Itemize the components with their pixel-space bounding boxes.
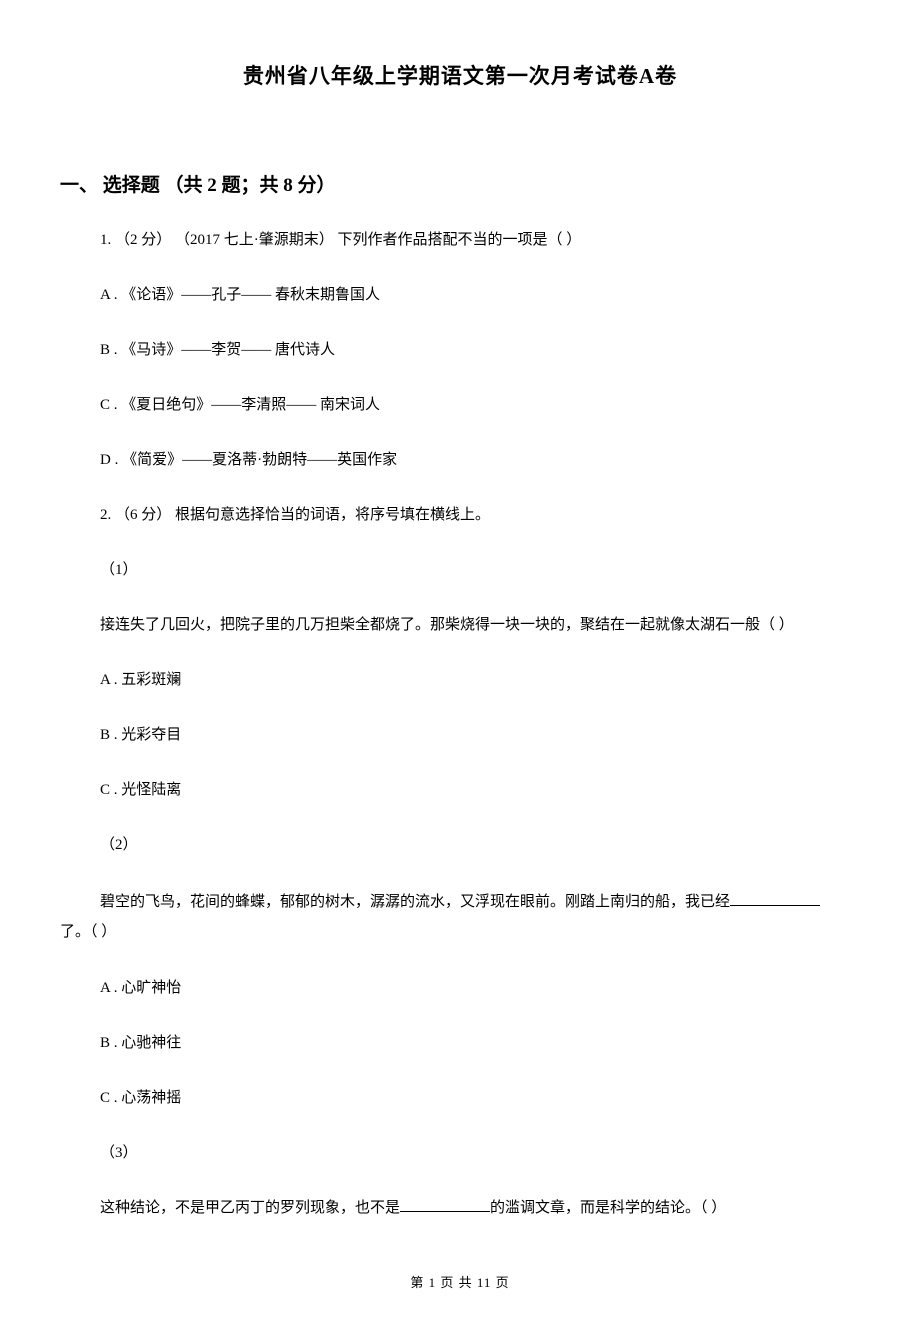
question-2-sub1-number: （1） xyxy=(100,557,860,584)
question-2-sub2-number: （2） xyxy=(100,832,860,859)
question-2-sub2-line1: 碧空的飞鸟，花间的蜂蝶，郁郁的树木，潺潺的流水，又浮现在眼前。刚踏上南归的船，我… xyxy=(100,894,730,910)
question-1-option-d: D . 《简爱》——夏洛蒂·勃朗特——英国作家 xyxy=(100,447,860,474)
question-1-option-a: A . 《论语》——孔子—— 春秋末期鲁国人 xyxy=(100,282,860,309)
section-heading: 一、 选择题 （共 2 题；共 8 分） xyxy=(60,170,860,197)
question-2-sub2-option-c: C . 心荡神摇 xyxy=(100,1085,860,1112)
question-2-sub3-number: （3） xyxy=(100,1140,860,1167)
fill-blank xyxy=(400,1197,490,1212)
question-2-sub3-before: 这种结论，不是甲乙丙丁的罗列现象，也不是 xyxy=(100,1200,400,1216)
question-2-sub3-after: 的滥调文章，而是科学的结论。（ ） xyxy=(490,1200,726,1216)
fill-blank xyxy=(730,891,820,906)
question-2-sub1-option-b: B . 光彩夺目 xyxy=(100,722,860,749)
question-2-sub1-option-a: A . 五彩斑斓 xyxy=(100,667,860,694)
page-footer: 第 1 页 共 11 页 xyxy=(60,1272,860,1291)
question-2-sub1-option-c: C . 光怪陆离 xyxy=(100,777,860,804)
question-2-stem: 2. （6 分） 根据句意选择恰当的词语，将序号填在横线上。 xyxy=(100,502,860,529)
question-2-sub1-text: 接连失了几回火，把院子里的几万担柴全都烧了。那柴烧得一块一块的，聚结在一起就像太… xyxy=(100,612,860,639)
question-1-option-c: C . 《夏日绝句》——李清照—— 南宋词人 xyxy=(100,392,860,419)
question-2-sub2-option-b: B . 心驰神往 xyxy=(100,1030,860,1057)
question-1-stem: 1. （2 分） （2017 七上·肇源期末） 下列作者作品搭配不当的一项是（ … xyxy=(100,227,860,254)
page-title: 贵州省八年级上学期语文第一次月考试卷A卷 xyxy=(60,60,860,90)
question-2-sub2-option-a: A . 心旷神怡 xyxy=(100,975,860,1002)
question-2-sub2-line2: 了。（ ） xyxy=(60,917,860,947)
question-2-sub3-text: 这种结论，不是甲乙丙丁的罗列现象，也不是 的滥调文章，而是科学的结论。（ ） xyxy=(100,1195,860,1222)
question-2-sub2-text: 碧空的飞鸟，花间的蜂蝶，郁郁的树木，潺潺的流水，又浮现在眼前。刚踏上南归的船，我… xyxy=(60,887,860,947)
question-1-option-b: B . 《马诗》——李贺—— 唐代诗人 xyxy=(100,337,860,364)
